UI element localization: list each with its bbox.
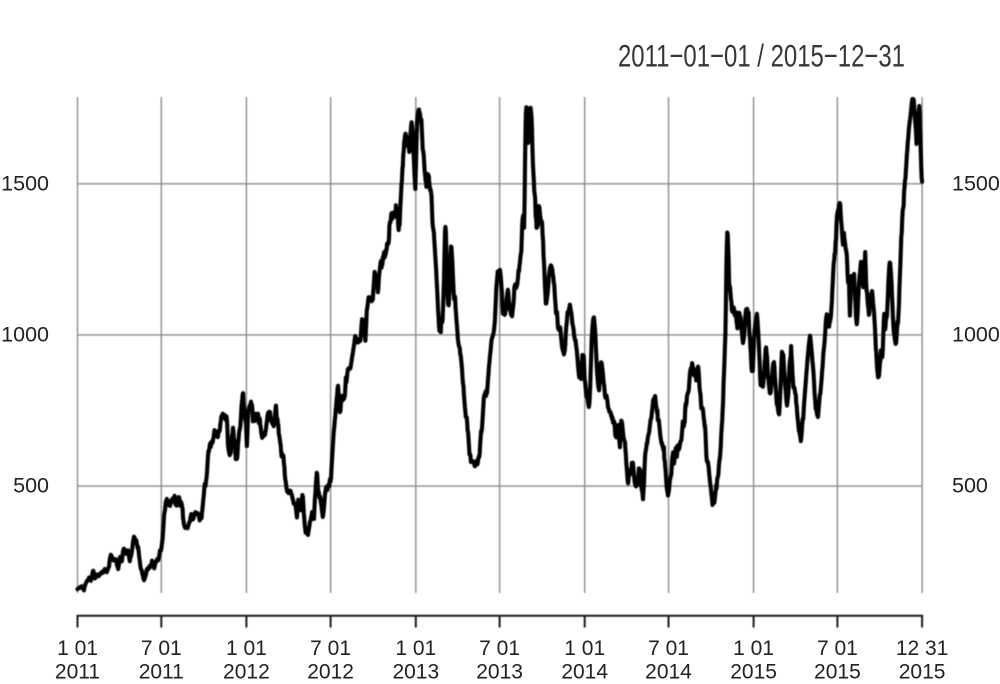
svg-text:1000: 1000 <box>1 322 49 346</box>
svg-text:2012: 2012 <box>307 660 354 683</box>
svg-text:2014: 2014 <box>561 660 608 683</box>
svg-text:1500: 1500 <box>952 171 1000 195</box>
svg-text:1 01: 1 01 <box>395 637 436 660</box>
svg-text:7 01: 7 01 <box>479 637 520 660</box>
svg-text:1 01: 1 01 <box>733 637 774 660</box>
svg-text:7 01: 7 01 <box>817 637 858 660</box>
svg-text:500: 500 <box>952 474 988 498</box>
svg-text:500: 500 <box>13 474 49 498</box>
svg-text:2011−01−01 / 2015−12−31: 2011−01−01 / 2015−12−31 <box>618 37 905 73</box>
svg-text:2015: 2015 <box>899 660 946 683</box>
svg-text:2013: 2013 <box>476 660 523 683</box>
svg-text:1000: 1000 <box>952 322 1000 346</box>
svg-text:1500: 1500 <box>1 171 49 195</box>
svg-text:1 01: 1 01 <box>564 637 605 660</box>
svg-text:2015: 2015 <box>814 660 861 683</box>
svg-text:7 01: 7 01 <box>310 637 351 660</box>
svg-text:2012: 2012 <box>223 660 270 683</box>
svg-text:2014: 2014 <box>645 660 692 683</box>
svg-text:2011: 2011 <box>55 660 100 683</box>
svg-text:2013: 2013 <box>392 660 439 683</box>
svg-text:2015: 2015 <box>730 660 777 683</box>
svg-text:12 31: 12 31 <box>896 637 949 660</box>
svg-text:7 01: 7 01 <box>648 637 689 660</box>
svg-text:1 01: 1 01 <box>57 637 98 660</box>
svg-text:7 01: 7 01 <box>141 637 182 660</box>
svg-text:2011: 2011 <box>139 660 184 683</box>
svg-text:1 01: 1 01 <box>226 637 267 660</box>
